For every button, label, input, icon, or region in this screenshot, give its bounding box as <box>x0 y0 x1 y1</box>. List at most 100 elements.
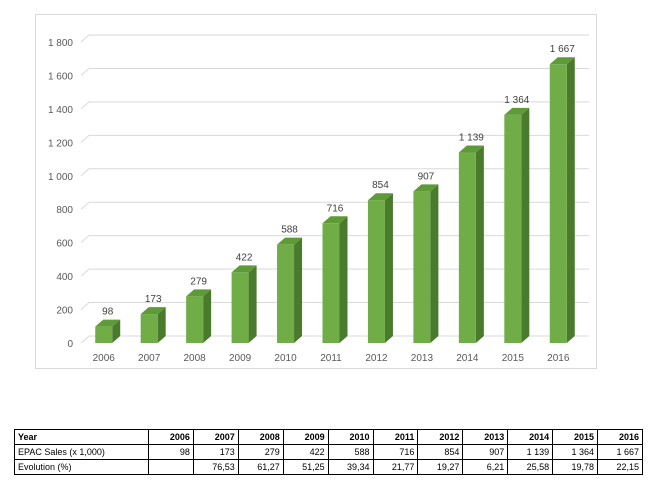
x-tick-label: 2014 <box>456 353 479 364</box>
data-label: 588 <box>281 225 298 236</box>
bar-side <box>112 319 121 343</box>
table-cell: 173 <box>192 444 239 460</box>
bar <box>95 326 113 343</box>
bar <box>549 64 567 344</box>
y-tick-label: 1 800 <box>48 38 73 49</box>
gridline <box>80 67 589 76</box>
bar-top <box>458 145 484 153</box>
x-tick-label: 2006 <box>93 353 116 364</box>
bar-side <box>339 216 348 343</box>
bar-side <box>430 184 439 343</box>
y-tick-label: 400 <box>56 272 73 283</box>
table-header-cell: 2013 <box>462 429 509 445</box>
table-header-cell: 2006 <box>148 429 194 445</box>
table-row-sales: EPAC Sales (x 1,000) 98 173 279 422 588 … <box>14 444 643 460</box>
bar <box>277 244 295 343</box>
table-header-cell: 2015 <box>552 429 599 445</box>
table-cell: 907 <box>462 444 509 460</box>
y-tick-label: 600 <box>56 239 73 250</box>
table-cell: Evolution (%) <box>14 459 149 475</box>
x-tick-label: 2012 <box>365 353 388 364</box>
bar-side <box>248 265 257 343</box>
table-cell: 279 <box>237 444 284 460</box>
chart-area: 0 200 400 600 800 1 000 1 200 1 400 1 600 1 800 98… <box>35 14 597 369</box>
x-tick-label: 2009 <box>229 353 252 364</box>
table-cell: 1 667 <box>597 444 643 460</box>
y-tick-label: 1 600 <box>48 71 73 82</box>
bar-side <box>203 289 212 343</box>
y-tick-label: 1 400 <box>48 105 73 116</box>
bar-side <box>521 107 530 343</box>
gridline <box>80 134 589 143</box>
bar-top <box>504 107 530 115</box>
x-tick-label: 2008 <box>184 353 207 364</box>
bar <box>458 152 476 343</box>
gridline <box>80 168 589 177</box>
y-tick-label: 800 <box>56 205 73 216</box>
table-cell: 22,15 <box>597 459 643 475</box>
table-cell: 1 364 <box>552 444 599 460</box>
table-cell: 19,27 <box>417 459 464 475</box>
data-label: 1 667 <box>550 44 575 55</box>
x-tick-label: 2015 <box>502 353 525 364</box>
bar-top <box>95 319 121 327</box>
bar-top <box>231 265 257 273</box>
bar <box>322 223 340 343</box>
bar <box>367 200 385 343</box>
bar <box>186 296 204 343</box>
y-tick-label: 200 <box>56 306 73 317</box>
x-tick-label: 2010 <box>274 353 297 364</box>
table-cell: 422 <box>282 444 329 460</box>
table-header-cell: 2016 <box>597 429 643 445</box>
table-header-cell: 2010 <box>327 429 374 445</box>
x-tick-label: 2013 <box>411 353 434 364</box>
x-tick-label: 2016 <box>547 353 570 364</box>
table-header-cell: 2012 <box>417 429 464 445</box>
data-label: 854 <box>372 180 389 191</box>
table-cell: 1 139 <box>507 444 554 460</box>
table-cell <box>148 459 194 475</box>
table-header-cell: 2007 <box>192 429 239 445</box>
table-cell: 6,21 <box>462 459 509 475</box>
table-cell: EPAC Sales (x 1,000) <box>14 444 149 460</box>
table-cell: 588 <box>327 444 374 460</box>
gridline <box>80 34 589 43</box>
bar-top <box>322 216 348 224</box>
x-tick-label: 2007 <box>138 353 161 364</box>
table-cell: 76,53 <box>192 459 239 475</box>
bar-top <box>186 289 212 297</box>
bar-top <box>367 193 393 201</box>
bar-chart: 0 200 400 600 800 1 000 1 200 1 400 1 600 1 800 98… <box>48 34 589 364</box>
data-label: 1 139 <box>459 133 484 144</box>
sales-data-table: Year 2006 2007 2008 2009 2010 2011 2012 … <box>14 429 643 475</box>
gridline <box>80 101 589 110</box>
bar <box>504 114 522 343</box>
table-cell: 98 <box>148 444 194 460</box>
data-label: 907 <box>418 171 435 182</box>
table-header-cell: 2014 <box>507 429 554 445</box>
table-header-cell: 2011 <box>372 429 419 445</box>
y-tick-label: 0 <box>67 339 73 350</box>
bar-side <box>157 307 166 343</box>
data-label: 1 364 <box>504 95 529 106</box>
x-tick-label: 2011 <box>320 353 342 364</box>
bar-side <box>294 237 303 343</box>
table-header-cell: 2008 <box>237 429 284 445</box>
table-header-row: Year 2006 2007 2008 2009 2010 2011 2012 … <box>14 429 643 445</box>
data-label: 422 <box>236 252 253 263</box>
table-header-cell: Year <box>14 429 149 445</box>
bar <box>140 314 158 343</box>
bar <box>231 272 249 343</box>
bar-top <box>549 57 575 65</box>
table-row-evolution: Evolution (%) 76,53 61,27 51,25 39,34 21… <box>14 459 643 475</box>
table-cell: 854 <box>417 444 464 460</box>
bar-side <box>384 193 393 343</box>
data-label: 98 <box>102 307 114 318</box>
data-label: 716 <box>327 203 344 214</box>
data-label: 279 <box>190 276 207 287</box>
table-cell: 39,34 <box>327 459 374 475</box>
data-label: 173 <box>145 294 162 305</box>
table-header-cell: 2009 <box>282 429 329 445</box>
table-cell: 21,77 <box>372 459 419 475</box>
bar-side <box>566 57 575 344</box>
